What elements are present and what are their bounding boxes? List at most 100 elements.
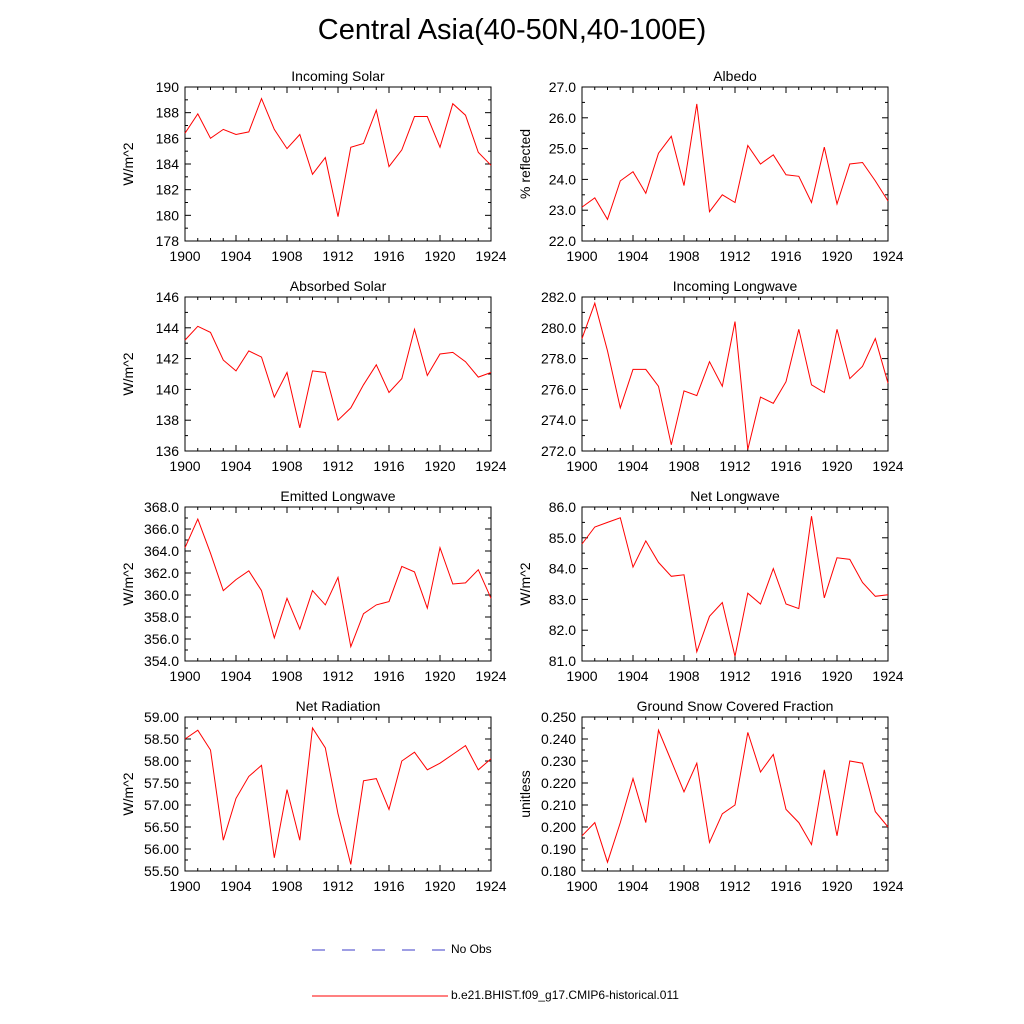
x-tick-label: 1924 — [872, 878, 903, 894]
x-tick-label: 1908 — [668, 248, 699, 264]
panel-title: Incoming Longwave — [673, 278, 798, 294]
y-axis-label: W/m^2 — [517, 562, 533, 605]
x-tick-label: 1912 — [322, 458, 353, 474]
y-tick-label: 368.0 — [144, 499, 179, 515]
x-tick-label: 1920 — [424, 248, 455, 264]
y-tick-label: 354.0 — [144, 653, 179, 669]
x-tick-label: 1904 — [617, 668, 648, 684]
y-tick-label: 356.0 — [144, 631, 179, 647]
y-tick-label: 136 — [156, 443, 180, 459]
y-tick-label: 0.180 — [541, 863, 576, 879]
x-tick-label: 1916 — [770, 668, 801, 684]
y-tick-label: 276.0 — [541, 381, 576, 397]
x-tick-label: 1900 — [169, 668, 200, 684]
y-tick-label: 146 — [156, 289, 180, 305]
x-tick-label: 1924 — [475, 878, 506, 894]
y-tick-label: 55.50 — [144, 863, 179, 879]
panel-title: Absorbed Solar — [290, 278, 387, 294]
x-tick-label: 1908 — [668, 878, 699, 894]
x-tick-label: 1920 — [424, 878, 455, 894]
y-tick-label: 180 — [156, 207, 180, 223]
x-tick-label: 1904 — [220, 878, 251, 894]
series-line — [581, 728, 889, 864]
x-tick-label: 1916 — [770, 458, 801, 474]
y-tick-label: 182 — [156, 182, 180, 198]
x-tick-label: 1904 — [617, 878, 648, 894]
y-tick-label: 142 — [156, 351, 180, 367]
y-tick-label: 82.0 — [549, 622, 576, 638]
y-tick-label: 81.0 — [549, 653, 576, 669]
panel-3: Absorbed Solar W/m^2 1900 1904 1908 1912 1916 1… — [120, 278, 507, 474]
y-tick-label: 186 — [156, 130, 180, 146]
y-tick-label: 26.0 — [549, 110, 576, 126]
y-axis-label: W/m^2 — [120, 772, 136, 815]
y-tick-label: 190 — [156, 79, 180, 95]
x-tick-label: 1900 — [169, 878, 200, 894]
y-tick-label: 358.0 — [144, 609, 179, 625]
plot-frame — [581, 86, 889, 242]
legend-obs-label: No Obs — [451, 942, 492, 956]
y-tick-label: 272.0 — [541, 443, 576, 459]
y-tick-label: 56.50 — [144, 819, 179, 835]
y-tick-label: 56.00 — [144, 841, 179, 857]
series-line — [184, 325, 492, 429]
panel-title: Net Radiation — [296, 698, 381, 714]
y-axis-label: % reflected — [517, 129, 533, 199]
x-tick-label: 1900 — [169, 248, 200, 264]
x-tick-label: 1908 — [668, 458, 699, 474]
plot-frame — [184, 86, 492, 242]
x-tick-label: 1916 — [373, 458, 404, 474]
x-tick-label: 1916 — [373, 878, 404, 894]
panel-title: Net Longwave — [690, 488, 780, 504]
panel-title: Albedo — [713, 68, 757, 84]
x-tick-label: 1908 — [668, 668, 699, 684]
x-tick-label: 1912 — [322, 878, 353, 894]
y-tick-label: 57.00 — [144, 797, 179, 813]
y-tick-label: 278.0 — [541, 351, 576, 367]
x-tick-label: 1920 — [821, 668, 852, 684]
panel-title: Ground Snow Covered Fraction — [637, 698, 834, 714]
panel-8: Ground Snow Covered Fraction unitless 1900… — [517, 698, 904, 894]
x-tick-label: 1920 — [424, 668, 455, 684]
y-tick-label: 362.0 — [144, 565, 179, 581]
x-tick-label: 1916 — [373, 668, 404, 684]
figure-title: Central Asia(40-50N,40-100E) — [317, 14, 707, 46]
y-tick-label: 0.190 — [541, 841, 576, 857]
x-tick-label: 1920 — [821, 248, 852, 264]
x-tick-label: 1912 — [719, 248, 750, 264]
x-tick-label: 1900 — [566, 878, 597, 894]
y-axis-label: W/m^2 — [120, 142, 136, 185]
y-tick-label: 25.0 — [549, 141, 576, 157]
x-tick-label: 1912 — [322, 248, 353, 264]
x-tick-label: 1900 — [566, 458, 597, 474]
series-line — [184, 726, 492, 865]
panel-4: Incoming Longwave 1900 1904 1908 1912 1916 192… — [541, 278, 904, 474]
panel-1: Incoming Solar W/m^2 1900 1904 1908 1912 1916 1… — [120, 68, 507, 264]
y-tick-label: 282.0 — [541, 289, 576, 305]
y-tick-label: 22.0 — [549, 233, 576, 249]
x-tick-label: 1912 — [719, 878, 750, 894]
x-tick-label: 1904 — [617, 248, 648, 264]
x-tick-label: 1916 — [770, 878, 801, 894]
y-tick-label: 83.0 — [549, 591, 576, 607]
panel-6: Net Longwave W/m^2 1900 1904 1908 1912 1916 192… — [517, 488, 904, 684]
y-tick-label: 184 — [156, 156, 180, 172]
x-tick-label: 1916 — [373, 248, 404, 264]
y-tick-label: 138 — [156, 412, 180, 428]
x-tick-label: 1924 — [475, 668, 506, 684]
series-line — [581, 301, 889, 450]
y-tick-label: 0.200 — [541, 819, 576, 835]
series-line — [581, 516, 889, 657]
plot-frame — [184, 296, 492, 452]
panel-2: Albedo % reflected 1900 1904 1908 1912 1916 192… — [517, 68, 904, 264]
x-tick-label: 1904 — [220, 668, 251, 684]
y-tick-label: 140 — [156, 381, 180, 397]
y-tick-label: 85.0 — [549, 530, 576, 546]
series-line — [184, 97, 492, 217]
y-tick-label: 188 — [156, 105, 180, 121]
y-tick-label: 84.0 — [549, 561, 576, 577]
x-tick-label: 1920 — [821, 878, 852, 894]
x-tick-label: 1920 — [424, 458, 455, 474]
x-tick-label: 1908 — [271, 878, 302, 894]
y-tick-label: 364.0 — [144, 543, 179, 559]
